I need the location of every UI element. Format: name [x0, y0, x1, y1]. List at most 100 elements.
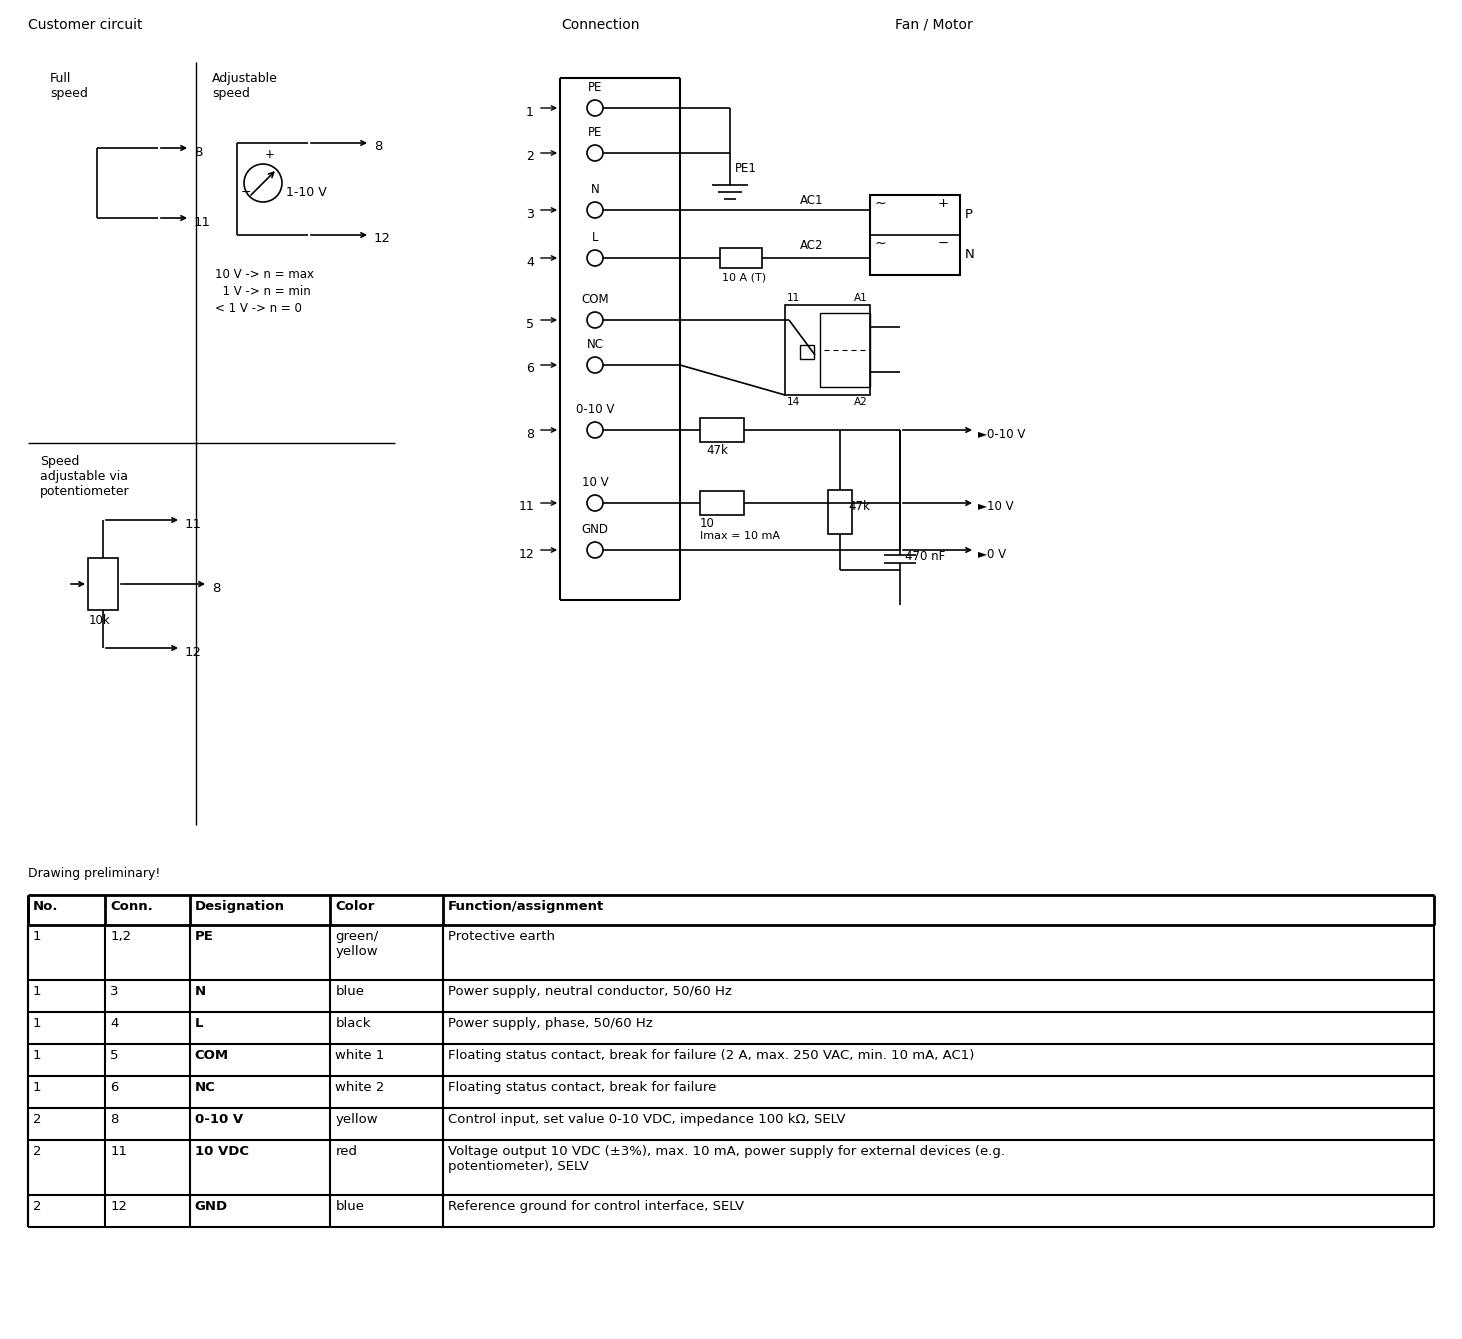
Text: black: black [335, 1018, 371, 1030]
Bar [88, 558, 118, 611]
Text: 4: 4 [526, 256, 534, 269]
Text: Protective earth: Protective earth [447, 931, 554, 943]
Text: 11: 11 [787, 293, 800, 303]
Text: 6: 6 [526, 363, 534, 375]
Text: ~: ~ [874, 197, 886, 212]
Text: 5: 5 [526, 317, 534, 331]
Text: 1: 1 [34, 1048, 41, 1062]
Text: 12: 12 [186, 645, 202, 659]
Text: Floating status contact, break for failure: Floating status contact, break for failu… [447, 1081, 716, 1094]
Text: green/
yellow: green/ yellow [335, 931, 379, 957]
Text: 12: 12 [110, 1200, 127, 1213]
Text: Connection: Connection [561, 17, 639, 32]
Text: Power supply, neutral conductor, 50/60 Hz: Power supply, neutral conductor, 50/60 H… [447, 986, 731, 998]
Text: Imax = 10 mA: Imax = 10 mA [700, 532, 781, 541]
Text: 1 V -> n = min: 1 V -> n = min [215, 285, 311, 299]
Text: 4: 4 [110, 1018, 118, 1030]
Text: Designation: Designation [194, 900, 285, 913]
Text: Drawing preliminary!: Drawing preliminary! [28, 866, 161, 880]
Text: Control input, set value 0-10 VDC, impedance 100 kΩ, SELV: Control input, set value 0-10 VDC, imped… [447, 1113, 845, 1126]
Text: 11: 11 [194, 216, 211, 229]
Text: 11: 11 [110, 1145, 127, 1158]
Text: Customer circuit: Customer circuit [28, 17, 142, 32]
Text: +: + [939, 197, 949, 210]
Text: red: red [335, 1145, 357, 1158]
Text: 0-10 V: 0-10 V [576, 403, 614, 416]
Text: 10 A (T): 10 A (T) [722, 272, 766, 283]
Text: N: N [194, 986, 206, 998]
Text: ►0 V: ►0 V [978, 548, 1006, 561]
Text: 5: 5 [110, 1048, 118, 1062]
Text: −: − [241, 186, 251, 200]
Text: COM: COM [194, 1048, 230, 1062]
Text: AC1: AC1 [800, 194, 823, 208]
Text: blue: blue [335, 986, 364, 998]
Text: 8: 8 [194, 146, 202, 158]
Text: 1-10 V: 1-10 V [287, 186, 326, 200]
Bar [719, 248, 762, 268]
Text: white 1: white 1 [335, 1048, 385, 1062]
Text: blue: blue [335, 1200, 364, 1213]
Text: 2: 2 [34, 1145, 41, 1158]
Bar [785, 305, 870, 395]
Text: NC: NC [194, 1081, 215, 1094]
Text: PE: PE [588, 80, 602, 94]
Text: 8: 8 [374, 141, 383, 154]
Text: Function/assignment: Function/assignment [447, 900, 604, 913]
Text: 12: 12 [374, 233, 390, 245]
Text: Voltage output 10 VDC (±3%), max. 10 mA, power supply for external devices (e.g.: Voltage output 10 VDC (±3%), max. 10 mA,… [447, 1145, 1004, 1173]
Bar [820, 313, 870, 387]
Text: 1: 1 [34, 1081, 41, 1094]
Text: 11: 11 [518, 501, 534, 513]
Text: Floating status contact, break for failure (2 A, max. 250 VAC, min. 10 mA, AC1): Floating status contact, break for failu… [447, 1048, 974, 1062]
Bar [800, 345, 814, 359]
Text: 8: 8 [212, 581, 221, 595]
Text: ►0-10 V: ►0-10 V [978, 427, 1025, 441]
Text: 10k: 10k [89, 615, 111, 627]
Text: 10 V: 10 V [582, 475, 608, 489]
Text: 1: 1 [526, 106, 534, 118]
Text: A1: A1 [854, 293, 868, 303]
Text: 12: 12 [518, 548, 534, 561]
Bar [700, 418, 744, 442]
Text: Adjustable
speed: Adjustable speed [212, 72, 278, 100]
Text: 11: 11 [186, 517, 202, 530]
Text: 1: 1 [34, 1018, 41, 1030]
Text: 8: 8 [110, 1113, 118, 1126]
Text: GND: GND [582, 524, 608, 536]
Text: yellow: yellow [335, 1113, 377, 1126]
Text: P: P [965, 209, 974, 221]
Text: 1: 1 [34, 931, 41, 943]
Text: Full
speed: Full speed [50, 72, 88, 100]
Bar [827, 490, 852, 534]
Text: Color: Color [335, 900, 374, 913]
Text: ~: ~ [874, 237, 886, 250]
Text: GND: GND [194, 1200, 228, 1213]
Text: 47k: 47k [706, 445, 728, 457]
Text: −: − [939, 237, 949, 250]
Text: 1,2: 1,2 [110, 931, 132, 943]
Text: 10 V -> n = max: 10 V -> n = max [215, 268, 314, 281]
Text: Fan / Motor: Fan / Motor [895, 17, 972, 32]
Text: PE: PE [588, 126, 602, 139]
Text: 2: 2 [34, 1200, 41, 1213]
Bar [870, 195, 961, 274]
Text: No.: No. [34, 900, 58, 913]
Text: 3: 3 [110, 986, 118, 998]
Text: Speed
adjustable via
potentiometer: Speed adjustable via potentiometer [39, 455, 130, 498]
Text: white 2: white 2 [335, 1081, 385, 1094]
Text: A2: A2 [854, 396, 868, 407]
Text: 14: 14 [787, 396, 800, 407]
Text: 0-10 V: 0-10 V [194, 1113, 243, 1126]
Text: COM: COM [582, 293, 608, 307]
Text: PE1: PE1 [735, 162, 757, 175]
Text: 2: 2 [34, 1113, 41, 1126]
Bar [700, 491, 744, 516]
Text: 47k: 47k [848, 499, 870, 513]
Text: AC2: AC2 [800, 238, 823, 252]
Text: Reference ground for control interface, SELV: Reference ground for control interface, … [447, 1200, 744, 1213]
Text: NC: NC [586, 337, 604, 351]
Text: Conn.: Conn. [110, 900, 154, 913]
Text: 470 nF: 470 nF [905, 550, 946, 562]
Text: 8: 8 [526, 427, 534, 441]
